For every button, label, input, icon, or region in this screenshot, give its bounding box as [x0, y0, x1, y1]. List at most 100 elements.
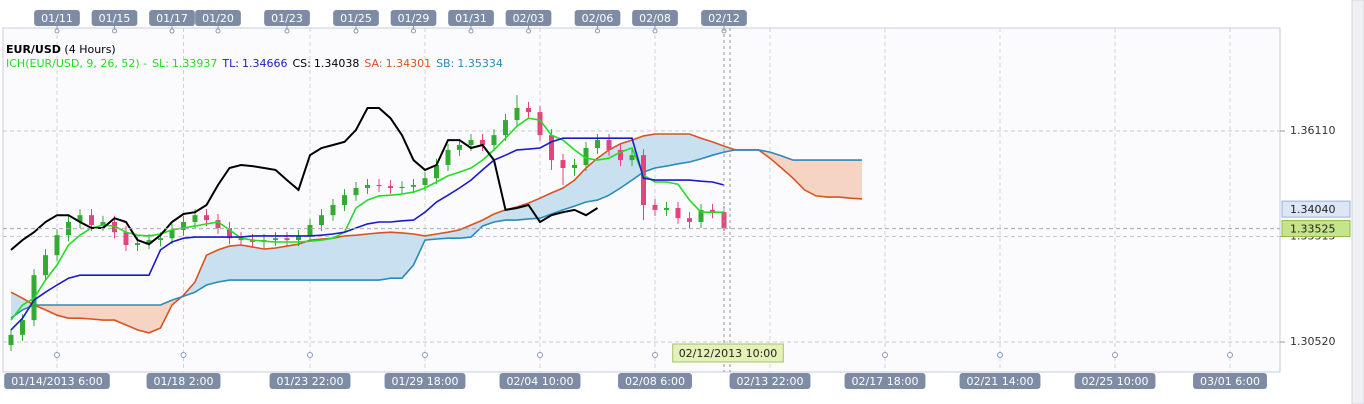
candle-body — [388, 186, 393, 188]
candle-body — [204, 215, 209, 221]
price-marker-box — [1281, 220, 1351, 238]
price-marker-box — [1281, 200, 1351, 218]
cloud-fill — [310, 238, 322, 281]
cloud-fill — [563, 180, 575, 210]
x-tick-label-box — [1074, 373, 1156, 389]
x-tick-label-box — [4, 373, 110, 389]
x-tick — [537, 352, 543, 358]
indicator-line — [10, 133, 863, 334]
x-tick-label-box — [1193, 373, 1267, 389]
candle-body — [514, 107, 520, 121]
cloud-fill — [390, 232, 402, 279]
legend-nm: CS: — [292, 57, 311, 70]
legend-nm: TL: — [222, 57, 239, 70]
top-tick-label-box — [632, 10, 678, 26]
x-tick-label: 02/17 18:00 — [852, 375, 919, 388]
x-tick — [1227, 352, 1233, 358]
top-tick-dot — [215, 28, 221, 34]
top-tick-dot — [353, 28, 359, 34]
candle-body — [710, 209, 715, 213]
x-tick — [422, 352, 428, 358]
candle-body — [641, 155, 646, 205]
cloud-fill — [528, 198, 540, 219]
candle-body — [8, 334, 14, 346]
candle-body — [537, 112, 543, 136]
legend-nm: SL: — [152, 57, 169, 70]
candle-body — [112, 221, 117, 233]
top-tick-dot — [284, 28, 290, 34]
x-tick-label-box — [384, 373, 466, 389]
candle-body — [480, 140, 485, 145]
candle-body — [169, 229, 175, 239]
cloud-fill — [816, 160, 828, 198]
cloud-fill — [264, 248, 276, 281]
cloud-fill — [367, 232, 379, 281]
x-tick — [997, 352, 1003, 358]
candle-body — [491, 135, 497, 145]
cloud-fill — [597, 149, 609, 201]
candle-body — [273, 238, 278, 241]
candle-body — [135, 243, 140, 245]
x-tick-label-box — [618, 373, 692, 389]
top-tick-dot — [54, 28, 60, 34]
candle-body — [629, 155, 635, 161]
cloud-fill — [45, 305, 57, 316]
candle-body — [434, 164, 439, 179]
candle-body — [411, 184, 416, 187]
candle-body — [457, 144, 462, 150]
top-tick-label-box — [574, 10, 621, 26]
x-tick — [307, 352, 313, 358]
crosshair-time: 02/12/2013 10:00 — [679, 347, 778, 360]
indicator-line — [10, 149, 862, 319]
x-tick — [180, 352, 187, 358]
top-tick-label-box — [701, 10, 747, 26]
x-tick-label: 02/21 14:00 — [967, 375, 1034, 388]
legend-nm: SA: — [364, 57, 383, 70]
top-tick-label: 01/15 — [99, 12, 131, 25]
candle-body — [365, 184, 370, 188]
x-tick-label: 02/04 10:00 — [507, 375, 574, 388]
legend-vl: 1.34301 — [385, 57, 432, 70]
cloud-fill — [103, 305, 115, 321]
cloud-fill — [850, 160, 862, 199]
legend-vl: 1.34038 — [313, 57, 360, 70]
candle-body — [330, 204, 336, 216]
cloud-fill — [241, 244, 253, 281]
candle-body — [307, 224, 313, 236]
cloud-fill — [655, 134, 667, 168]
top-tick-label: 01/11 — [41, 12, 73, 25]
top-tick-label: 02/06 — [582, 12, 614, 25]
lines — [10, 133, 863, 334]
top-tick-label: 01/20 — [202, 12, 234, 25]
cloud-fill — [356, 234, 368, 281]
indicator-line — [10, 107, 599, 251]
cloud-fill — [126, 305, 138, 330]
candle-body — [652, 204, 658, 210]
price-marker: 1.34040 — [1290, 203, 1336, 216]
cloud-fill — [620, 140, 632, 188]
cloud-fill — [275, 246, 287, 281]
top-tick-label-box — [505, 10, 552, 26]
cloud-fill — [206, 249, 218, 285]
cloud-fill — [91, 305, 103, 321]
top-tick-label-box — [333, 10, 379, 26]
top-tick-label: 01/17 — [156, 12, 188, 25]
indicator-line — [10, 117, 724, 321]
candle-body — [123, 232, 129, 245]
scrollbar[interactable] — [1351, 0, 1364, 404]
y-tick-label: 1.36110 — [1290, 124, 1336, 137]
cloud-fill — [298, 240, 310, 281]
top-tick-label: 01/23 — [271, 12, 303, 25]
candle-body — [572, 164, 577, 168]
top-tick-label-box — [390, 10, 437, 26]
top-tick-dot — [595, 28, 600, 34]
candle-body — [342, 195, 347, 205]
cloud-fill — [149, 305, 161, 333]
cloud-fill — [287, 244, 299, 281]
candle-body — [284, 238, 290, 241]
candle-body — [468, 140, 474, 145]
top-tick-dot — [411, 28, 416, 34]
top-tick-dot — [169, 28, 175, 34]
